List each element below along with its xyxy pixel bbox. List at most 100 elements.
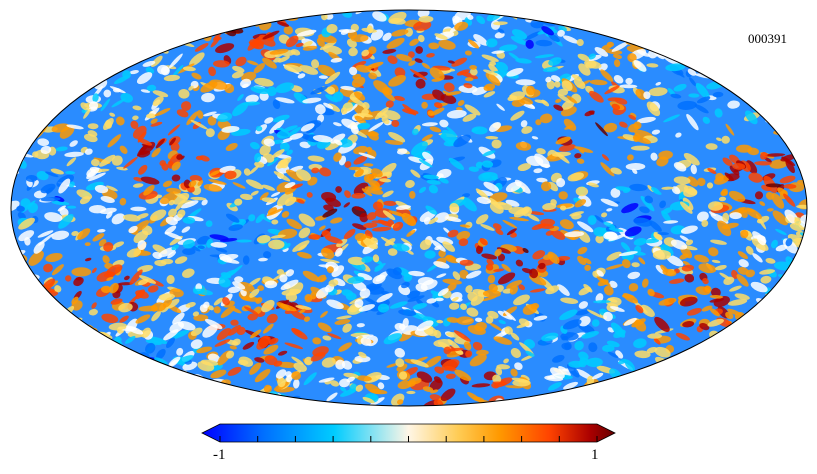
field-blob [92, 233, 105, 242]
field-blob [11, 200, 20, 212]
field-blob [697, 177, 706, 187]
field-blob [317, 322, 332, 333]
field-blob [354, 169, 364, 178]
field-blob [623, 317, 637, 326]
field-blob [680, 225, 698, 234]
field-blob [706, 182, 714, 189]
field-blob [715, 172, 724, 182]
field-blob [108, 322, 128, 331]
field-blob [406, 229, 416, 237]
field-blob [756, 234, 766, 246]
field-blob [232, 66, 245, 73]
field-blob [283, 25, 293, 35]
field-blob [302, 270, 320, 282]
field-blob [476, 245, 483, 254]
field-blob [745, 110, 758, 125]
field-blob [518, 284, 525, 291]
field-blob [88, 308, 98, 316]
field-blob [58, 178, 71, 194]
field-blob [272, 99, 281, 110]
field-blob [182, 66, 196, 72]
field-blob [459, 259, 474, 266]
field-blob [633, 133, 641, 143]
field-blob [71, 231, 79, 236]
field-blob [518, 318, 530, 327]
field-blob [333, 91, 344, 102]
field-blob [506, 228, 517, 236]
field-blob [492, 223, 502, 230]
field-blob [69, 181, 75, 188]
field-blob [670, 93, 682, 99]
field-blob [765, 258, 776, 264]
field-blob [205, 220, 213, 228]
field-blob [168, 199, 175, 206]
field-blob [254, 161, 265, 168]
field-blob [408, 156, 424, 164]
field-blob [398, 371, 408, 380]
field-blob [284, 342, 304, 350]
field-blob [355, 64, 372, 73]
field-blob [502, 219, 518, 229]
field-blob [592, 372, 604, 380]
field-blob [254, 357, 265, 363]
field-blob [563, 381, 579, 390]
field-blob [361, 49, 370, 57]
field-blob [197, 180, 204, 186]
field-blob [220, 305, 236, 318]
field-blob [266, 208, 284, 217]
field-blob [670, 239, 688, 250]
field-blob [113, 241, 125, 248]
field-blob [37, 138, 50, 147]
field-blob [451, 57, 468, 67]
field-blob [350, 23, 359, 32]
field-blob [401, 281, 410, 289]
field-blob [609, 306, 625, 312]
field-blob [620, 375, 632, 382]
field-blob [130, 206, 147, 212]
field-blob [729, 285, 742, 292]
field-blob [339, 386, 347, 393]
field-blob [346, 376, 355, 383]
field-blob [368, 46, 377, 55]
field-blob [353, 145, 368, 155]
field-blob [624, 226, 642, 237]
field-blob [318, 225, 326, 231]
field-blob [356, 375, 372, 382]
field-blob [596, 270, 604, 277]
field-blob [290, 310, 306, 320]
field-blob [298, 227, 311, 239]
field-blob [344, 161, 352, 168]
field-blob [359, 288, 371, 299]
field-blob [454, 21, 469, 31]
field-blob [651, 187, 660, 194]
field-blob [86, 168, 96, 178]
field-blob [510, 233, 517, 238]
field-blob [694, 104, 709, 114]
field-blob [291, 328, 308, 340]
field-blob [210, 369, 227, 379]
field-blob [266, 86, 277, 97]
field-blob [555, 151, 570, 164]
field-blob [689, 77, 697, 87]
field-blob [142, 60, 156, 67]
colorbar-max-label: 1 [591, 447, 599, 463]
field-blob [320, 258, 340, 264]
field-blob [422, 386, 434, 392]
field-blob [647, 333, 662, 339]
field-blob [273, 360, 283, 367]
field-blob [562, 319, 582, 330]
field-blob [472, 341, 483, 351]
field-blob [718, 196, 727, 202]
field-blob [385, 171, 392, 179]
field-blob [371, 226, 392, 232]
field-blob [247, 36, 262, 51]
field-blob [299, 65, 319, 75]
field-blob [563, 35, 579, 44]
field-blob [494, 31, 505, 39]
field-blob [546, 80, 555, 90]
field-blob [277, 21, 290, 27]
field-blob [621, 294, 635, 299]
field-blob [256, 336, 271, 350]
field-blob [188, 180, 197, 188]
field-blob [397, 380, 412, 390]
